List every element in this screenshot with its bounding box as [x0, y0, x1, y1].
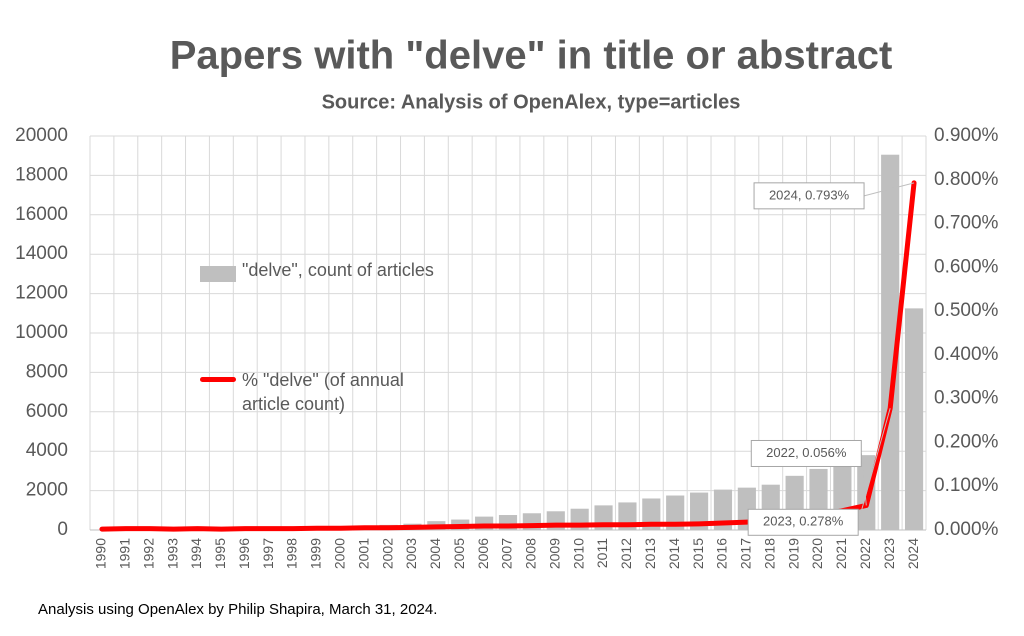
y-tick-label: 8000 — [26, 361, 68, 382]
label-box — [750, 439, 862, 467]
y2-tick-label: 0.100% — [934, 475, 999, 496]
leader-line — [863, 182, 915, 197]
x-tick-label: 2001 — [355, 538, 371, 569]
x-tick-label: 2024 — [905, 538, 921, 569]
x-tick-label: 1992 — [140, 538, 156, 569]
x-tick-label: 2019 — [785, 538, 801, 569]
x-tick-label: 2022 — [857, 538, 873, 569]
x-tick-label: 1991 — [117, 538, 133, 569]
x-tick-label: 1999 — [308, 538, 324, 569]
x-tick-label: 2008 — [523, 538, 539, 569]
x-tick-label: 1997 — [260, 538, 276, 569]
x-tick-label: 2009 — [546, 538, 562, 569]
y-tick-label: 16000 — [15, 204, 68, 225]
y-tick-label: 0 — [57, 519, 68, 540]
x-tick-label: 2003 — [403, 538, 419, 569]
y-tick-label: 12000 — [15, 283, 68, 304]
bar — [904, 308, 924, 530]
label-box — [753, 182, 865, 210]
label-box — [747, 508, 859, 536]
x-tick-label: 1990 — [93, 538, 109, 569]
y2-tick-label: 0.900% — [934, 125, 999, 146]
x-tick-label: 1995 — [212, 538, 228, 569]
leader-line — [857, 408, 891, 523]
legend-label: "delve", count of articles — [242, 260, 434, 280]
x-tick-label: 2010 — [570, 538, 586, 569]
x-tick-label: 2016 — [714, 538, 730, 569]
x-tick-label: 2015 — [690, 538, 706, 569]
x-tick-label: 2013 — [642, 538, 658, 569]
y2-tick-label: 0.800% — [934, 169, 999, 190]
x-tick-label: 2012 — [618, 538, 634, 569]
data-label: 2022, 0.056% — [766, 445, 847, 460]
y2-tick-label: 0.200% — [934, 431, 999, 452]
x-tick-label: 2011 — [594, 538, 610, 568]
y2-tick-label: 0.700% — [934, 213, 999, 234]
x-tick-label: 2007 — [499, 538, 515, 569]
y-tick-label: 4000 — [26, 440, 68, 461]
y2-tick-label: 0.600% — [934, 256, 999, 277]
x-tick-label: 1993 — [164, 538, 180, 569]
x-tick-label: 2002 — [379, 538, 395, 569]
x-tick-label: 2018 — [761, 538, 777, 569]
y-tick-label: 2000 — [26, 480, 68, 501]
x-tick-label: 2021 — [833, 538, 849, 569]
legend-swatch — [200, 377, 236, 382]
data-label: 2024, 0.793% — [769, 187, 850, 202]
x-tick-label: 2023 — [881, 538, 897, 569]
y2-tick-label: 0.400% — [934, 344, 999, 365]
chart-subtitle: Source: Analysis of OpenAlex, type=artic… — [322, 91, 741, 113]
footnote: Analysis using OpenAlex by Philip Shapir… — [38, 601, 438, 618]
x-tick-label: 1994 — [188, 538, 204, 569]
x-tick-label: 2004 — [427, 538, 443, 569]
y-tick-label: 10000 — [15, 322, 68, 343]
chart-title: Papers with "delve" in title or abstract — [170, 34, 893, 78]
legend-swatch — [200, 266, 236, 282]
bar — [713, 489, 733, 530]
legend-label: % "delve" (of annual article count) — [242, 370, 404, 414]
bar — [666, 495, 685, 530]
y-tick-label: 20000 — [15, 125, 68, 146]
x-tick-label: 1996 — [236, 538, 252, 569]
y-tick-label: 6000 — [26, 401, 68, 422]
x-tick-label: 1998 — [284, 538, 300, 569]
x-tick-label: 2014 — [666, 538, 682, 569]
y2-tick-label: 0.300% — [934, 388, 999, 409]
y-tick-label: 18000 — [15, 164, 68, 185]
x-tick-label: 2000 — [332, 538, 348, 569]
x-tick-label: 2020 — [809, 538, 825, 569]
y2-tick-label: 0.500% — [934, 300, 999, 321]
bar — [690, 492, 709, 530]
data-label: 2023, 0.278% — [763, 514, 844, 529]
x-tick-label: 2006 — [475, 538, 491, 569]
y2-tick-label: 0.000% — [934, 519, 999, 540]
x-tick-label: 2005 — [451, 538, 467, 569]
y-tick-label: 14000 — [15, 243, 68, 264]
x-tick-label: 2017 — [738, 538, 754, 569]
